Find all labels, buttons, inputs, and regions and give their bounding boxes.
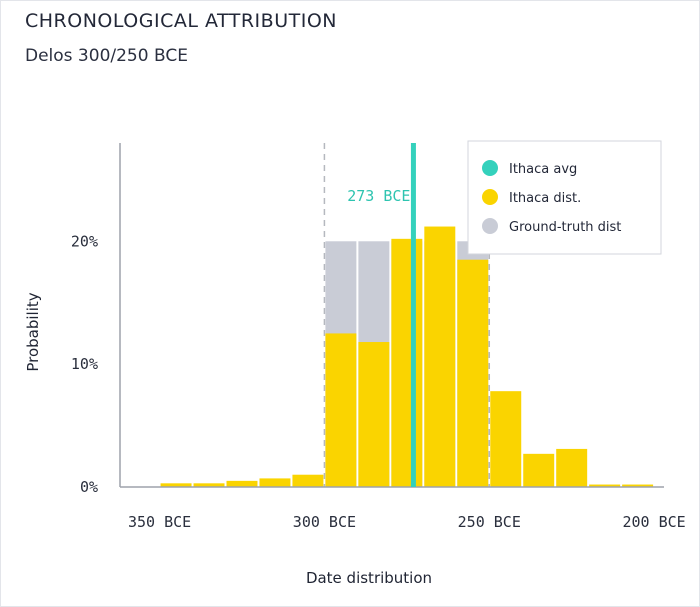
x-tick-label: 300 BCE bbox=[293, 513, 356, 531]
ithaca-dist-bar bbox=[160, 483, 192, 487]
ithaca-avg-layer: 273 BCE bbox=[347, 143, 416, 487]
ithaca-dist-bar bbox=[292, 474, 324, 487]
legend-box bbox=[467, 140, 662, 255]
ithaca-dist-bar bbox=[259, 478, 291, 487]
x-tick-label: 200 BCE bbox=[622, 513, 685, 531]
x-tick-label: 350 BCE bbox=[128, 513, 191, 531]
ithaca-dist-bar bbox=[622, 484, 654, 487]
ithaca-dist-bar bbox=[457, 259, 489, 487]
ithaca-dist-bar bbox=[556, 448, 588, 487]
y-axis-title: Probability bbox=[24, 292, 42, 371]
ithaca-dist-layer bbox=[160, 226, 654, 488]
legend-label: Ithaca dist. bbox=[509, 191, 581, 206]
x-axis-title: Date distribution bbox=[306, 569, 432, 587]
legend: Ithaca avg Ithaca dist. Ground-truth dist bbox=[467, 140, 662, 255]
ithaca-dist-bar bbox=[424, 226, 456, 488]
y-tick-label: 20% bbox=[71, 232, 98, 250]
ithaca-dist-bar bbox=[325, 333, 357, 487]
legend-swatch bbox=[482, 218, 498, 234]
legend-label: Ithaca avg bbox=[509, 162, 577, 177]
legend-swatch bbox=[482, 189, 498, 205]
ithaca-dist-bar bbox=[490, 391, 522, 487]
axis-layer: 0% 10% 20% 350 BCE 300 BCE 250 BCE 200 BCE bbox=[71, 143, 686, 531]
ithaca-avg-label: 273 BCE bbox=[347, 187, 410, 205]
y-tick-label: 0% bbox=[80, 478, 98, 496]
legend-swatch bbox=[482, 160, 498, 176]
y-tick-label: 10% bbox=[71, 355, 98, 373]
ithaca-dist-bar bbox=[226, 480, 258, 487]
ithaca-dist-bar bbox=[589, 484, 621, 487]
ithaca-dist-bar bbox=[391, 238, 423, 487]
ithaca-dist-bar bbox=[193, 483, 225, 487]
chart-title: CHRONOLOGICAL ATTRIBUTION bbox=[25, 10, 337, 32]
ithaca-dist-bar bbox=[523, 453, 555, 487]
x-tick-label: 250 BCE bbox=[458, 513, 521, 531]
ithaca-dist-bar bbox=[358, 342, 390, 487]
chart-subtitle: Delos 300/250 BCE bbox=[25, 46, 188, 66]
legend-label: Ground-truth dist bbox=[509, 220, 621, 235]
